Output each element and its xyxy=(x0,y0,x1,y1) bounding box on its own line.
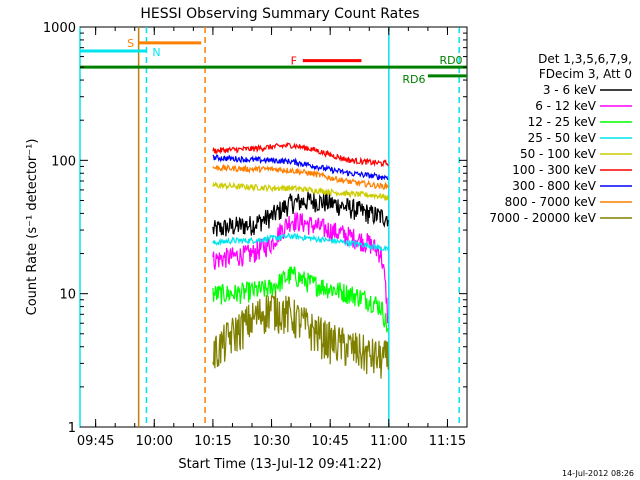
legend-entry-5: 100 - 300 keV xyxy=(512,163,596,177)
x-axis-label: Start Time (13-Jul-12 09:41:22) xyxy=(178,457,381,472)
legend-entry-2: 12 - 25 keV xyxy=(528,115,597,129)
annotation-bars: S N F RD0 RD6 xyxy=(80,37,467,86)
series-line-8 xyxy=(212,290,389,379)
series-line-6 xyxy=(212,154,389,181)
legend: Det 1,3,5,6,7,9, FDecim 3, Att 0 3 - 6 k… xyxy=(489,52,632,225)
x-tick-label-0: 09:45 xyxy=(77,434,114,449)
series-line-0 xyxy=(212,191,389,237)
legend-entry-0: 3 - 6 keV xyxy=(543,83,597,97)
x-tick-label-3: 10:30 xyxy=(253,434,290,449)
y-tick-label-3: 1000 xyxy=(43,21,76,36)
annotation-label-f: F xyxy=(291,55,297,68)
annotation-label-n: N xyxy=(152,46,160,59)
x-tick-label-1: 10:00 xyxy=(136,434,173,449)
chart-title: HESSI Observing Summary Count Rates xyxy=(140,6,419,22)
series-line-7 xyxy=(212,163,389,190)
annotation-label-rd0: RD0 xyxy=(439,54,462,67)
series-line-2 xyxy=(212,266,389,333)
annotation-label-rd6: RD6 xyxy=(402,73,425,86)
series-group xyxy=(212,142,389,379)
x-tick-label-5: 11:00 xyxy=(370,434,407,449)
y-tick-label-2: 100 xyxy=(51,154,76,169)
vertical-markers xyxy=(79,27,460,427)
legend-entry-3: 25 - 50 keV xyxy=(528,131,597,145)
y-tick-label-0: 1 xyxy=(68,421,76,436)
series-line-4 xyxy=(212,181,389,202)
y-axis: 1 10 100 1000 xyxy=(43,21,467,436)
legend-entry-6: 300 - 800 keV xyxy=(512,179,596,193)
x-axis: 09:45 10:00 10:15 10:30 10:45 11:00 11:15 xyxy=(77,27,468,449)
series-line-1 xyxy=(212,212,389,324)
legend-entry-1: 6 - 12 keV xyxy=(535,99,597,113)
legend-header-line-1: Det 1,3,5,6,7,9, xyxy=(538,52,632,66)
timestamp: 14-Jul-2012 08:26 xyxy=(562,469,634,478)
legend-header-line-2: FDecim 3, Att 0 xyxy=(539,67,632,81)
legend-entry-4: 50 - 100 keV xyxy=(520,147,597,161)
legend-entry-8: 7000 - 20000 keV xyxy=(489,211,596,225)
series-line-3 xyxy=(212,232,389,252)
annotation-label-s: S xyxy=(127,37,134,50)
x-tick-label-4: 10:45 xyxy=(311,434,348,449)
y-axis-label: Count Rate (s⁻¹ detector⁻¹) xyxy=(25,139,40,316)
y-tick-label-1: 10 xyxy=(59,288,76,303)
x-tick-label-2: 10:15 xyxy=(194,434,231,449)
series-line-5 xyxy=(212,142,389,168)
legend-entry-7: 800 - 7000 keV xyxy=(505,195,597,209)
x-tick-label-6: 11:15 xyxy=(429,434,466,449)
